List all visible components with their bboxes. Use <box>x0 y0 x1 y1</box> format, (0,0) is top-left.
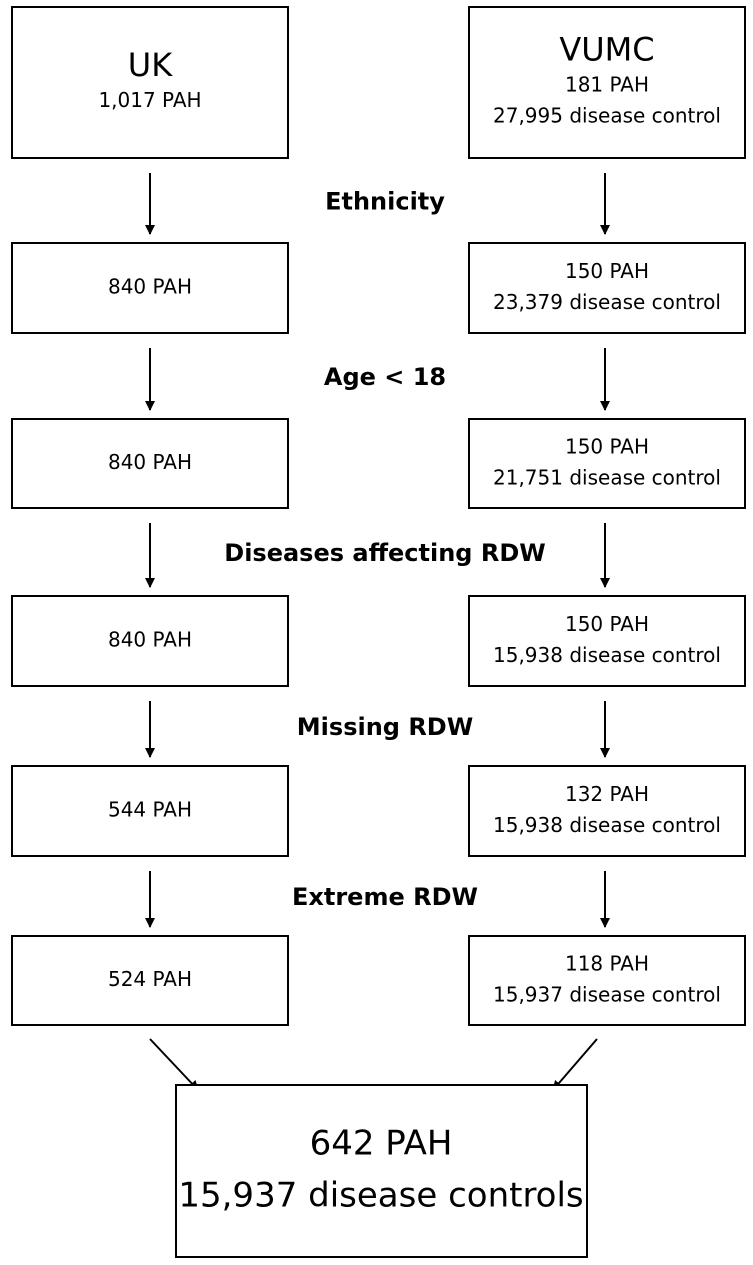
box-text: UK <box>128 46 173 84</box>
box-text: 21,751 disease control <box>493 466 721 490</box>
box-text: 840 PAH <box>108 275 192 299</box>
box <box>11 765 289 857</box>
box <box>468 935 746 1026</box>
step-label: Ethnicity <box>325 188 445 216</box>
box-text: 840 PAH <box>108 450 192 474</box>
box-text: 23,379 disease control <box>493 290 721 314</box>
box-text: 132 PAH <box>565 782 649 806</box>
box-text: 150 PAH <box>565 612 649 636</box>
box-text: 15,938 disease control <box>493 643 721 667</box>
box <box>468 765 746 857</box>
step-label: Missing RDW <box>297 713 473 741</box>
box <box>11 6 289 159</box>
box-text: 27,995 disease control <box>493 104 721 128</box>
box-text: VUMC <box>559 31 654 69</box>
step-label: Extreme RDW <box>292 883 478 911</box>
box-text: 544 PAH <box>108 798 192 822</box>
box <box>11 595 289 687</box>
box <box>11 418 289 509</box>
box-text: 840 PAH <box>108 628 192 652</box>
result-text: 642 PAH <box>310 1124 453 1164</box>
box <box>11 242 289 334</box>
arrow <box>149 1038 199 1091</box>
box <box>468 6 746 159</box>
box <box>468 595 746 687</box>
box-text: 524 PAH <box>108 967 192 991</box>
box <box>468 418 746 509</box>
result-box <box>175 1084 588 1258</box>
step-label: Diseases affecting RDW <box>224 539 545 567</box>
box-text: 118 PAH <box>565 952 649 976</box>
box-text: 1,017 PAH <box>98 88 201 112</box>
box <box>11 935 289 1026</box>
arrow <box>552 1038 598 1091</box>
box-text: 150 PAH <box>565 259 649 283</box>
box-text: 181 PAH <box>565 73 649 97</box>
box-text: 15,938 disease control <box>493 813 721 837</box>
result-text: 15,937 disease controls <box>178 1176 583 1216</box>
box-text: 150 PAH <box>565 435 649 459</box>
box <box>468 242 746 334</box>
box-text: 15,937 disease control <box>493 983 721 1007</box>
step-label: Age < 18 <box>324 363 446 391</box>
